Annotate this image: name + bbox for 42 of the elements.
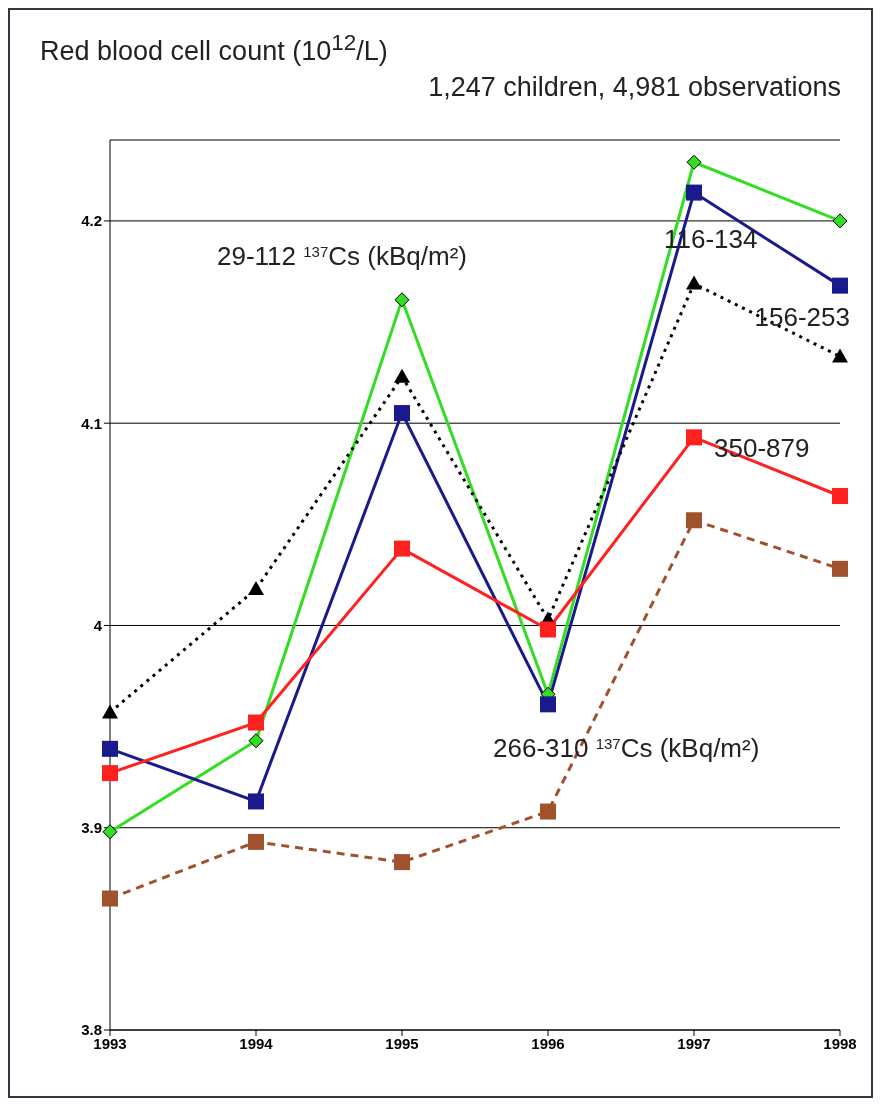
x-tick-label: 1996 — [531, 1034, 565, 1052]
text: 29-112 $^{137}$Cs (kBq/m²) — [217, 240, 467, 271]
x-tick-label: 1997 — [677, 1034, 711, 1052]
point — [102, 890, 118, 907]
point — [394, 368, 410, 383]
point — [394, 292, 410, 308]
y-tick-label: 4.2 — [81, 212, 102, 230]
y-tick-label: 3.9 — [81, 819, 102, 837]
point — [102, 740, 118, 757]
point — [686, 154, 702, 170]
point — [248, 833, 264, 850]
point — [686, 429, 702, 446]
chart-subtitle: 1,247 children, 4,981 observations — [428, 72, 841, 103]
y-axis-title: Red blood cell count (10$^{12}$/L) — [40, 30, 388, 67]
point — [686, 275, 702, 290]
point — [394, 540, 410, 557]
point — [832, 560, 848, 577]
point — [394, 854, 410, 871]
y-tick-label: 4.1 — [81, 414, 102, 432]
point — [394, 405, 410, 422]
series-label: 156-253 — [754, 302, 850, 333]
series-label: 266-310 $^{137}$Cs (kBq/m²) — [493, 732, 760, 763]
point — [832, 213, 848, 229]
point — [832, 488, 848, 504]
x-tick-label: 1998 — [823, 1034, 857, 1052]
point — [540, 803, 556, 820]
point — [102, 824, 118, 840]
point — [102, 704, 118, 719]
point — [686, 512, 702, 529]
point — [832, 348, 848, 363]
point — [686, 184, 702, 201]
point — [832, 277, 848, 294]
x-tick-label: 1995 — [385, 1034, 419, 1052]
y-tick-label: 4 — [93, 616, 103, 634]
point — [540, 696, 556, 713]
point — [248, 581, 264, 596]
x-tick-label: 1994 — [239, 1034, 274, 1052]
point — [102, 765, 118, 782]
point — [248, 733, 264, 749]
point — [248, 714, 264, 731]
point — [248, 793, 264, 810]
point — [540, 621, 556, 638]
